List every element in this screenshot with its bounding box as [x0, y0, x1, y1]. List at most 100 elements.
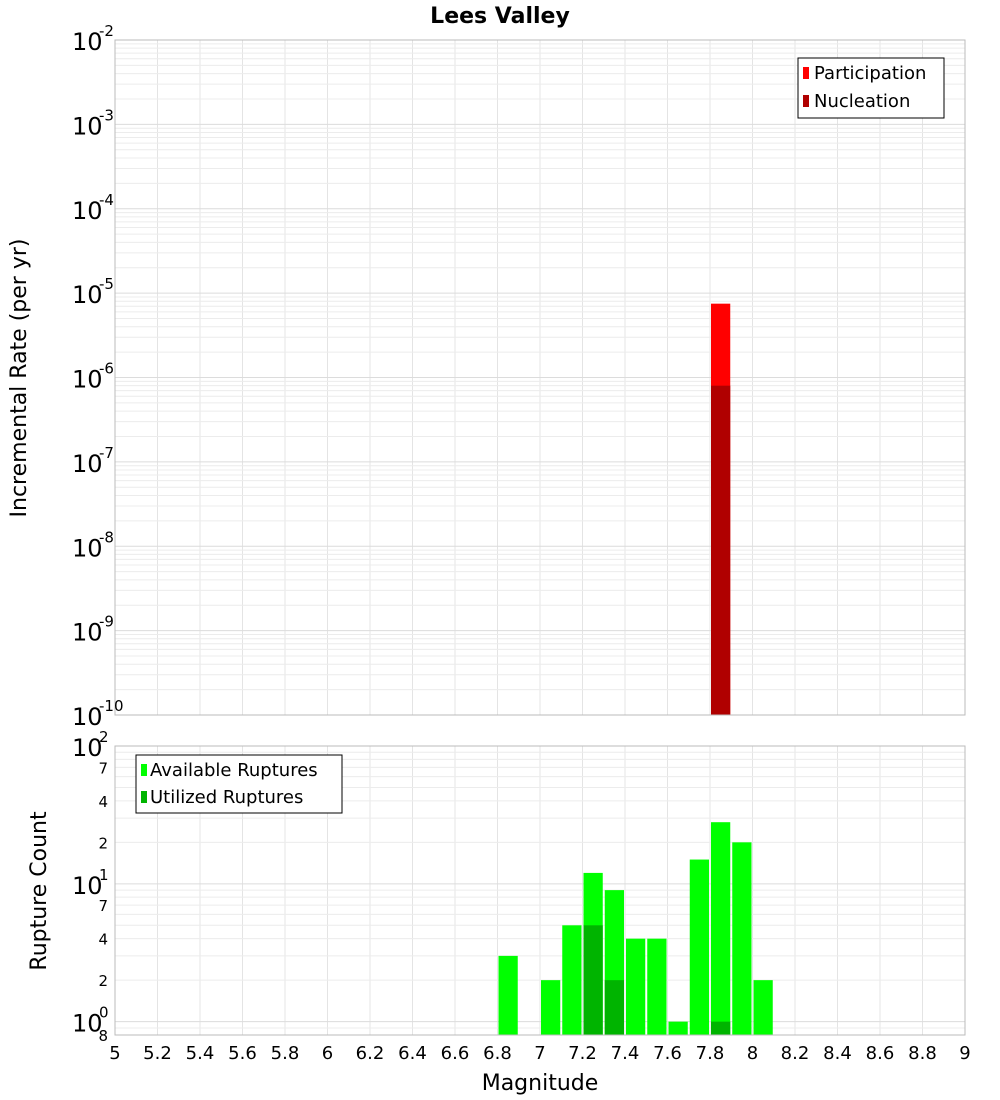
bottom-bar-0-9 — [711, 822, 731, 1035]
top-y-tick-0: 10-10 — [72, 697, 124, 731]
x-ticks: 5 5.2 5.4 5.6 5.8 6 6.2 6.4 6.6 6.8 7 7.2 7.4 7.6 7.8 8… — [109, 1043, 970, 1064]
bottom-y-minor-tick-6: 7 — [98, 759, 108, 777]
top-bars — [711, 303, 731, 715]
bottom-grid — [114, 746, 966, 1036]
bottom-y-axis-label: Rupture Count — [27, 811, 52, 971]
legend-available-label: Available Ruptures — [150, 760, 318, 781]
top-y-tick-base-1: 10 — [72, 619, 103, 647]
bottom-bars — [498, 822, 773, 1035]
top-y-tick-base-4: 10 — [72, 366, 103, 394]
bottom-bar-0-1 — [541, 980, 561, 1035]
top-y-tick-6: 10-4 — [72, 191, 114, 225]
bottom-y-major-exp-0: 0 — [99, 1004, 109, 1022]
legend-participation-swatch — [803, 67, 809, 79]
bottom-y-minor-tick-1: 2 — [98, 972, 108, 990]
bottom-y-minor-tick-0: 8 — [98, 1027, 108, 1045]
top-y-tick-exp-1: -9 — [99, 613, 114, 631]
top-y-tick-2: 10-8 — [72, 528, 114, 562]
legend-available-swatch — [141, 764, 147, 776]
top-y-tick-base-3: 10 — [72, 450, 103, 478]
bottom-y-major-base-2: 10 — [72, 734, 103, 762]
top-y-tick-exp-4: -6 — [99, 360, 114, 378]
top-y-tick-3: 10-7 — [72, 444, 114, 478]
bottom-bar-0-2 — [562, 925, 582, 1035]
bottom-y-major-base-0: 10 — [72, 1010, 103, 1038]
top-legend: Participation Nucleation — [797, 57, 945, 119]
legend-nucleation-label: Nucleation — [814, 91, 910, 112]
chart-title: Lees Valley — [430, 4, 570, 29]
bottom-bar-0-7 — [668, 1021, 688, 1035]
legend-utilized-swatch — [141, 791, 147, 803]
x-tick-9: 6.8 — [483, 1043, 512, 1064]
x-tick-2: 5.4 — [186, 1043, 215, 1064]
top-y-tick-base-0: 10 — [72, 703, 103, 731]
bottom-y-major-tick-0: 100 — [72, 1004, 109, 1038]
top-y-tick-exp-0: -10 — [99, 697, 124, 715]
top-y-tick-base-2: 10 — [72, 534, 103, 562]
x-tick-12: 7.4 — [611, 1043, 640, 1064]
bottom-bar-0-0 — [498, 955, 518, 1035]
top-y-tick-base-8: 10 — [72, 28, 103, 56]
top-y-tick-exp-5: -5 — [99, 275, 114, 293]
x-tick-10: 7 — [534, 1043, 545, 1064]
x-tick-20: 9 — [959, 1043, 970, 1064]
top-y-tick-8: 10-2 — [72, 22, 114, 56]
top-grid — [114, 40, 966, 716]
bottom-y-major-tick-1: 101 — [72, 866, 109, 900]
top-y-tick-4: 10-6 — [72, 360, 114, 394]
bottom-bar-1-2 — [711, 1021, 731, 1035]
x-tick-15: 8 — [747, 1043, 758, 1064]
x-tick-16: 8.2 — [781, 1043, 810, 1064]
top-plot-frame — [114, 39, 966, 716]
x-tick-19: 8.8 — [908, 1043, 937, 1064]
bottom-bar-0-6 — [647, 938, 667, 1035]
x-tick-14: 7.8 — [696, 1043, 725, 1064]
bottom-y-minor-tick-3: 7 — [98, 897, 108, 915]
top-y-tick-exp-8: -2 — [99, 22, 114, 40]
top-y-tick-base-5: 10 — [72, 281, 103, 309]
legend-nucleation-swatch — [803, 95, 809, 107]
legend-participation-label: Participation — [814, 63, 926, 84]
x-tick-13: 7.6 — [653, 1043, 682, 1064]
x-tick-8: 6.6 — [441, 1043, 470, 1064]
bottom-y-major-exp-1: 1 — [99, 866, 109, 884]
top-y-tick-exp-2: -8 — [99, 528, 114, 546]
top-y-tick-5: 10-5 — [72, 275, 114, 309]
bottom-y-major-base-1: 10 — [72, 872, 103, 900]
top-y-tick-exp-6: -4 — [99, 191, 114, 209]
legend-utilized-label: Utilized Ruptures — [150, 787, 303, 808]
x-axis-label: Magnitude — [482, 1071, 599, 1096]
bottom-bar-1-0 — [583, 925, 603, 1035]
bottom-bar-0-10 — [732, 842, 752, 1035]
top-y-tick-7: 10-3 — [72, 106, 114, 140]
x-tick-1: 5.2 — [143, 1043, 172, 1064]
bottom-bar-0-11 — [753, 980, 773, 1035]
bottom-y-minor-tick-5: 4 — [98, 793, 108, 811]
x-tick-5: 6 — [322, 1043, 333, 1064]
top-y-tick-base-7: 10 — [72, 112, 103, 140]
bottom-y-major-tick-2: 102 — [72, 728, 109, 762]
bottom-plot-frame — [114, 745, 966, 1036]
x-tick-11: 7.2 — [568, 1043, 597, 1064]
x-tick-6: 6.2 — [356, 1043, 385, 1064]
top-y-tick-exp-3: -7 — [99, 444, 114, 462]
x-tick-17: 8.4 — [823, 1043, 852, 1064]
top-y-tick-exp-7: -3 — [99, 106, 114, 124]
bottom-bar-1-1 — [604, 980, 624, 1035]
bottom-bar-0-8 — [689, 859, 709, 1035]
x-tick-18: 8.6 — [866, 1043, 895, 1064]
x-tick-3: 5.6 — [228, 1043, 257, 1064]
top-bar-1-0 — [711, 385, 731, 715]
bottom-y-major-exp-2: 2 — [99, 728, 109, 746]
x-tick-4: 5.8 — [271, 1043, 300, 1064]
top-y-tick-1: 10-9 — [72, 613, 114, 647]
top-y-axis-label: Incremental Rate (per yr) — [7, 239, 32, 518]
top-y-tick-base-6: 10 — [72, 197, 103, 225]
x-tick-0: 5 — [109, 1043, 120, 1064]
bottom-y-minor-tick-4: 2 — [98, 834, 108, 852]
bottom-y-minor-tick-2: 4 — [98, 931, 108, 949]
x-tick-7: 6.4 — [398, 1043, 427, 1064]
